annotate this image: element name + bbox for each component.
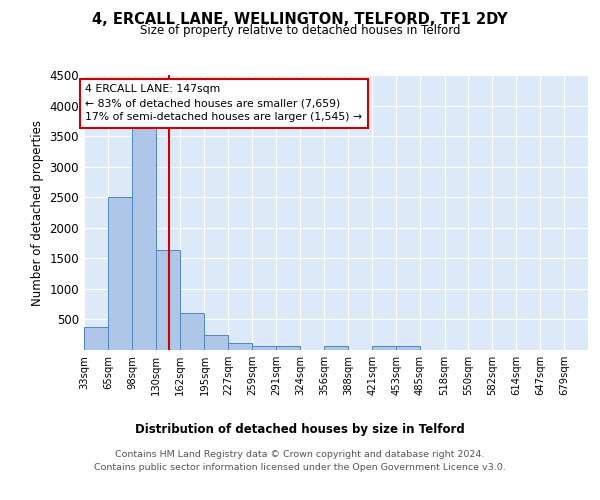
Text: 4 ERCALL LANE: 147sqm
← 83% of detached houses are smaller (7,659)
17% of semi-d: 4 ERCALL LANE: 147sqm ← 83% of detached … [85,84,362,122]
Y-axis label: Number of detached properties: Number of detached properties [31,120,44,306]
Bar [324,346,348,350]
Bar [276,346,301,350]
Bar [396,346,420,350]
Bar [156,250,180,350]
Bar [205,336,228,350]
Text: Distribution of detached houses by size in Telford: Distribution of detached houses by size … [135,422,465,436]
Bar [180,314,205,350]
Text: 4, ERCALL LANE, WELLINGTON, TELFORD, TF1 2DY: 4, ERCALL LANE, WELLINGTON, TELFORD, TF1… [92,12,508,28]
Bar [252,346,276,350]
Bar [373,346,396,350]
Bar [84,328,108,350]
Bar [133,121,156,350]
Text: Size of property relative to detached houses in Telford: Size of property relative to detached ho… [140,24,460,37]
Text: Contains HM Land Registry data © Crown copyright and database right 2024.
Contai: Contains HM Land Registry data © Crown c… [94,450,506,471]
Bar [228,344,252,350]
Bar [108,197,133,350]
